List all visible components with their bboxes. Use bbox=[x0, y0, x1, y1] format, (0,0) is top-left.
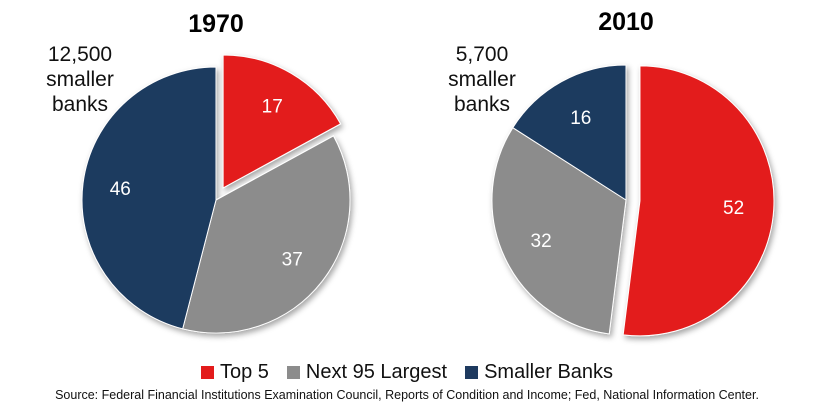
legend-item-next95: Next 95 Largest bbox=[286, 361, 448, 384]
pie-slice bbox=[622, 65, 775, 337]
annotation-line: 5,700 bbox=[456, 43, 509, 66]
pie-slice bbox=[81, 66, 217, 330]
pie-slice bbox=[491, 126, 627, 335]
pie-slice bbox=[512, 64, 627, 201]
slice-value-label: 16 bbox=[570, 108, 591, 129]
pie-chart-2010: 2010 5,700 smaller banks 52 32 16 bbox=[448, 8, 775, 337]
legend: Top 5 Next 95 Largest Smaller Banks bbox=[0, 361, 814, 384]
annotation-line: banks bbox=[454, 93, 510, 116]
legend-swatch bbox=[465, 366, 479, 379]
pie-chart-1970: 1970 12,500 smaller banks 17 37 46 bbox=[46, 10, 351, 334]
annotation-line: 12,500 bbox=[48, 43, 112, 66]
annotation-line: smaller bbox=[46, 68, 114, 91]
slice-value-label: 17 bbox=[262, 97, 283, 118]
legend-swatch bbox=[286, 366, 300, 379]
legend-label: Smaller Banks bbox=[484, 361, 614, 383]
annotation-line: banks bbox=[52, 93, 108, 116]
legend-swatch bbox=[200, 366, 214, 379]
legend-label: Next 95 Largest bbox=[305, 361, 448, 383]
slice-value-label: 37 bbox=[282, 250, 303, 271]
legend-item-top5: Top 5 bbox=[200, 361, 269, 384]
slice-value-label: 46 bbox=[110, 179, 131, 200]
pie-title: 2010 bbox=[598, 8, 654, 36]
annotation-line: smaller bbox=[448, 68, 516, 91]
pie-slice bbox=[182, 135, 351, 334]
legend-item-smaller-banks: Smaller Banks bbox=[465, 361, 613, 384]
legend-label: Top 5 bbox=[219, 361, 269, 383]
pie-title: 1970 bbox=[188, 10, 244, 38]
pie-slice bbox=[222, 54, 342, 189]
source-note: Source: Federal Financial Institutions E… bbox=[55, 388, 759, 402]
slice-value-label: 52 bbox=[723, 198, 744, 219]
slice-value-label: 32 bbox=[531, 231, 552, 252]
